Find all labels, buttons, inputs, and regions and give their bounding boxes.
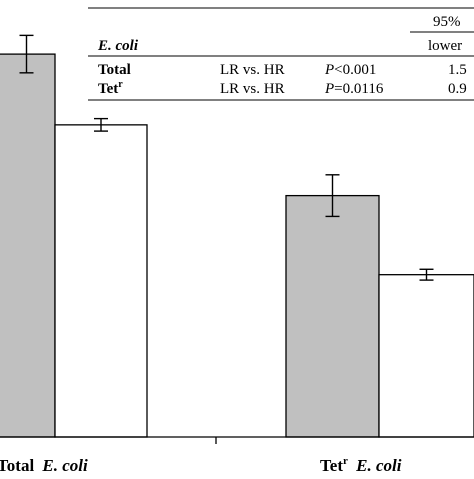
bar-series-1-category-1 [378,274,474,438]
error-bar-series-1-category-1 [419,268,434,281]
ci-subheader: lower [428,38,462,54]
bar-series-0-category-1 [285,194,380,438]
error-bar-series-0-category-0 [19,34,34,74]
stats-table: 95% E. coli lower Total LR vs. HR P<0.00… [88,7,474,101]
bar-series-1-category-0 [54,124,148,438]
error-bars-layer [19,34,434,281]
stats-row-ci-lower: 0.9 [448,81,467,97]
stats-row-label: Tetr [98,79,123,97]
category-label-tet: Tetr E. coli [320,449,402,474]
bars-layer [0,53,474,438]
error-bar-series-0-category-1 [325,174,340,218]
stats-row-comparison: LR vs. HR [220,81,285,97]
stats-row-p-value: P=0.0116 [324,81,384,97]
stats-row-ci-lower: 1.5 [448,62,467,78]
stats-row-p-value: P<0.001 [324,62,376,78]
stats-row-label: Total [98,62,131,78]
stats-row-comparison: LR vs. HR [220,62,285,78]
category-label-total: Total E. coli [0,456,88,474]
ci-header: 95% [433,14,461,30]
organism-header: E. coli [97,38,139,54]
error-bar-series-1-category-0 [94,117,108,132]
bar-series-0-category-0 [0,53,56,438]
